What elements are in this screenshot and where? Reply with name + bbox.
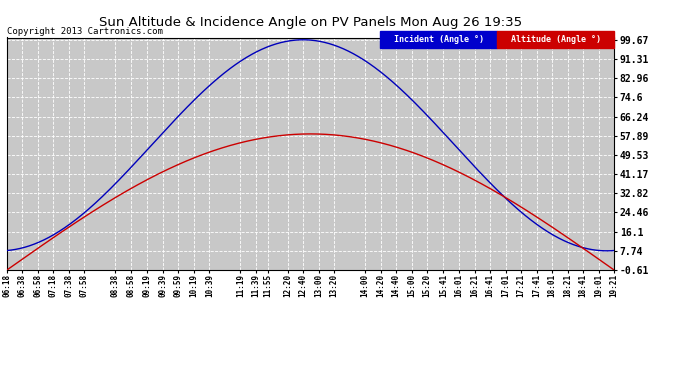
Title: Sun Altitude & Incidence Angle on PV Panels Mon Aug 26 19:35: Sun Altitude & Incidence Angle on PV Pan… (99, 16, 522, 29)
Text: Copyright 2013 Cartronics.com: Copyright 2013 Cartronics.com (7, 27, 163, 36)
